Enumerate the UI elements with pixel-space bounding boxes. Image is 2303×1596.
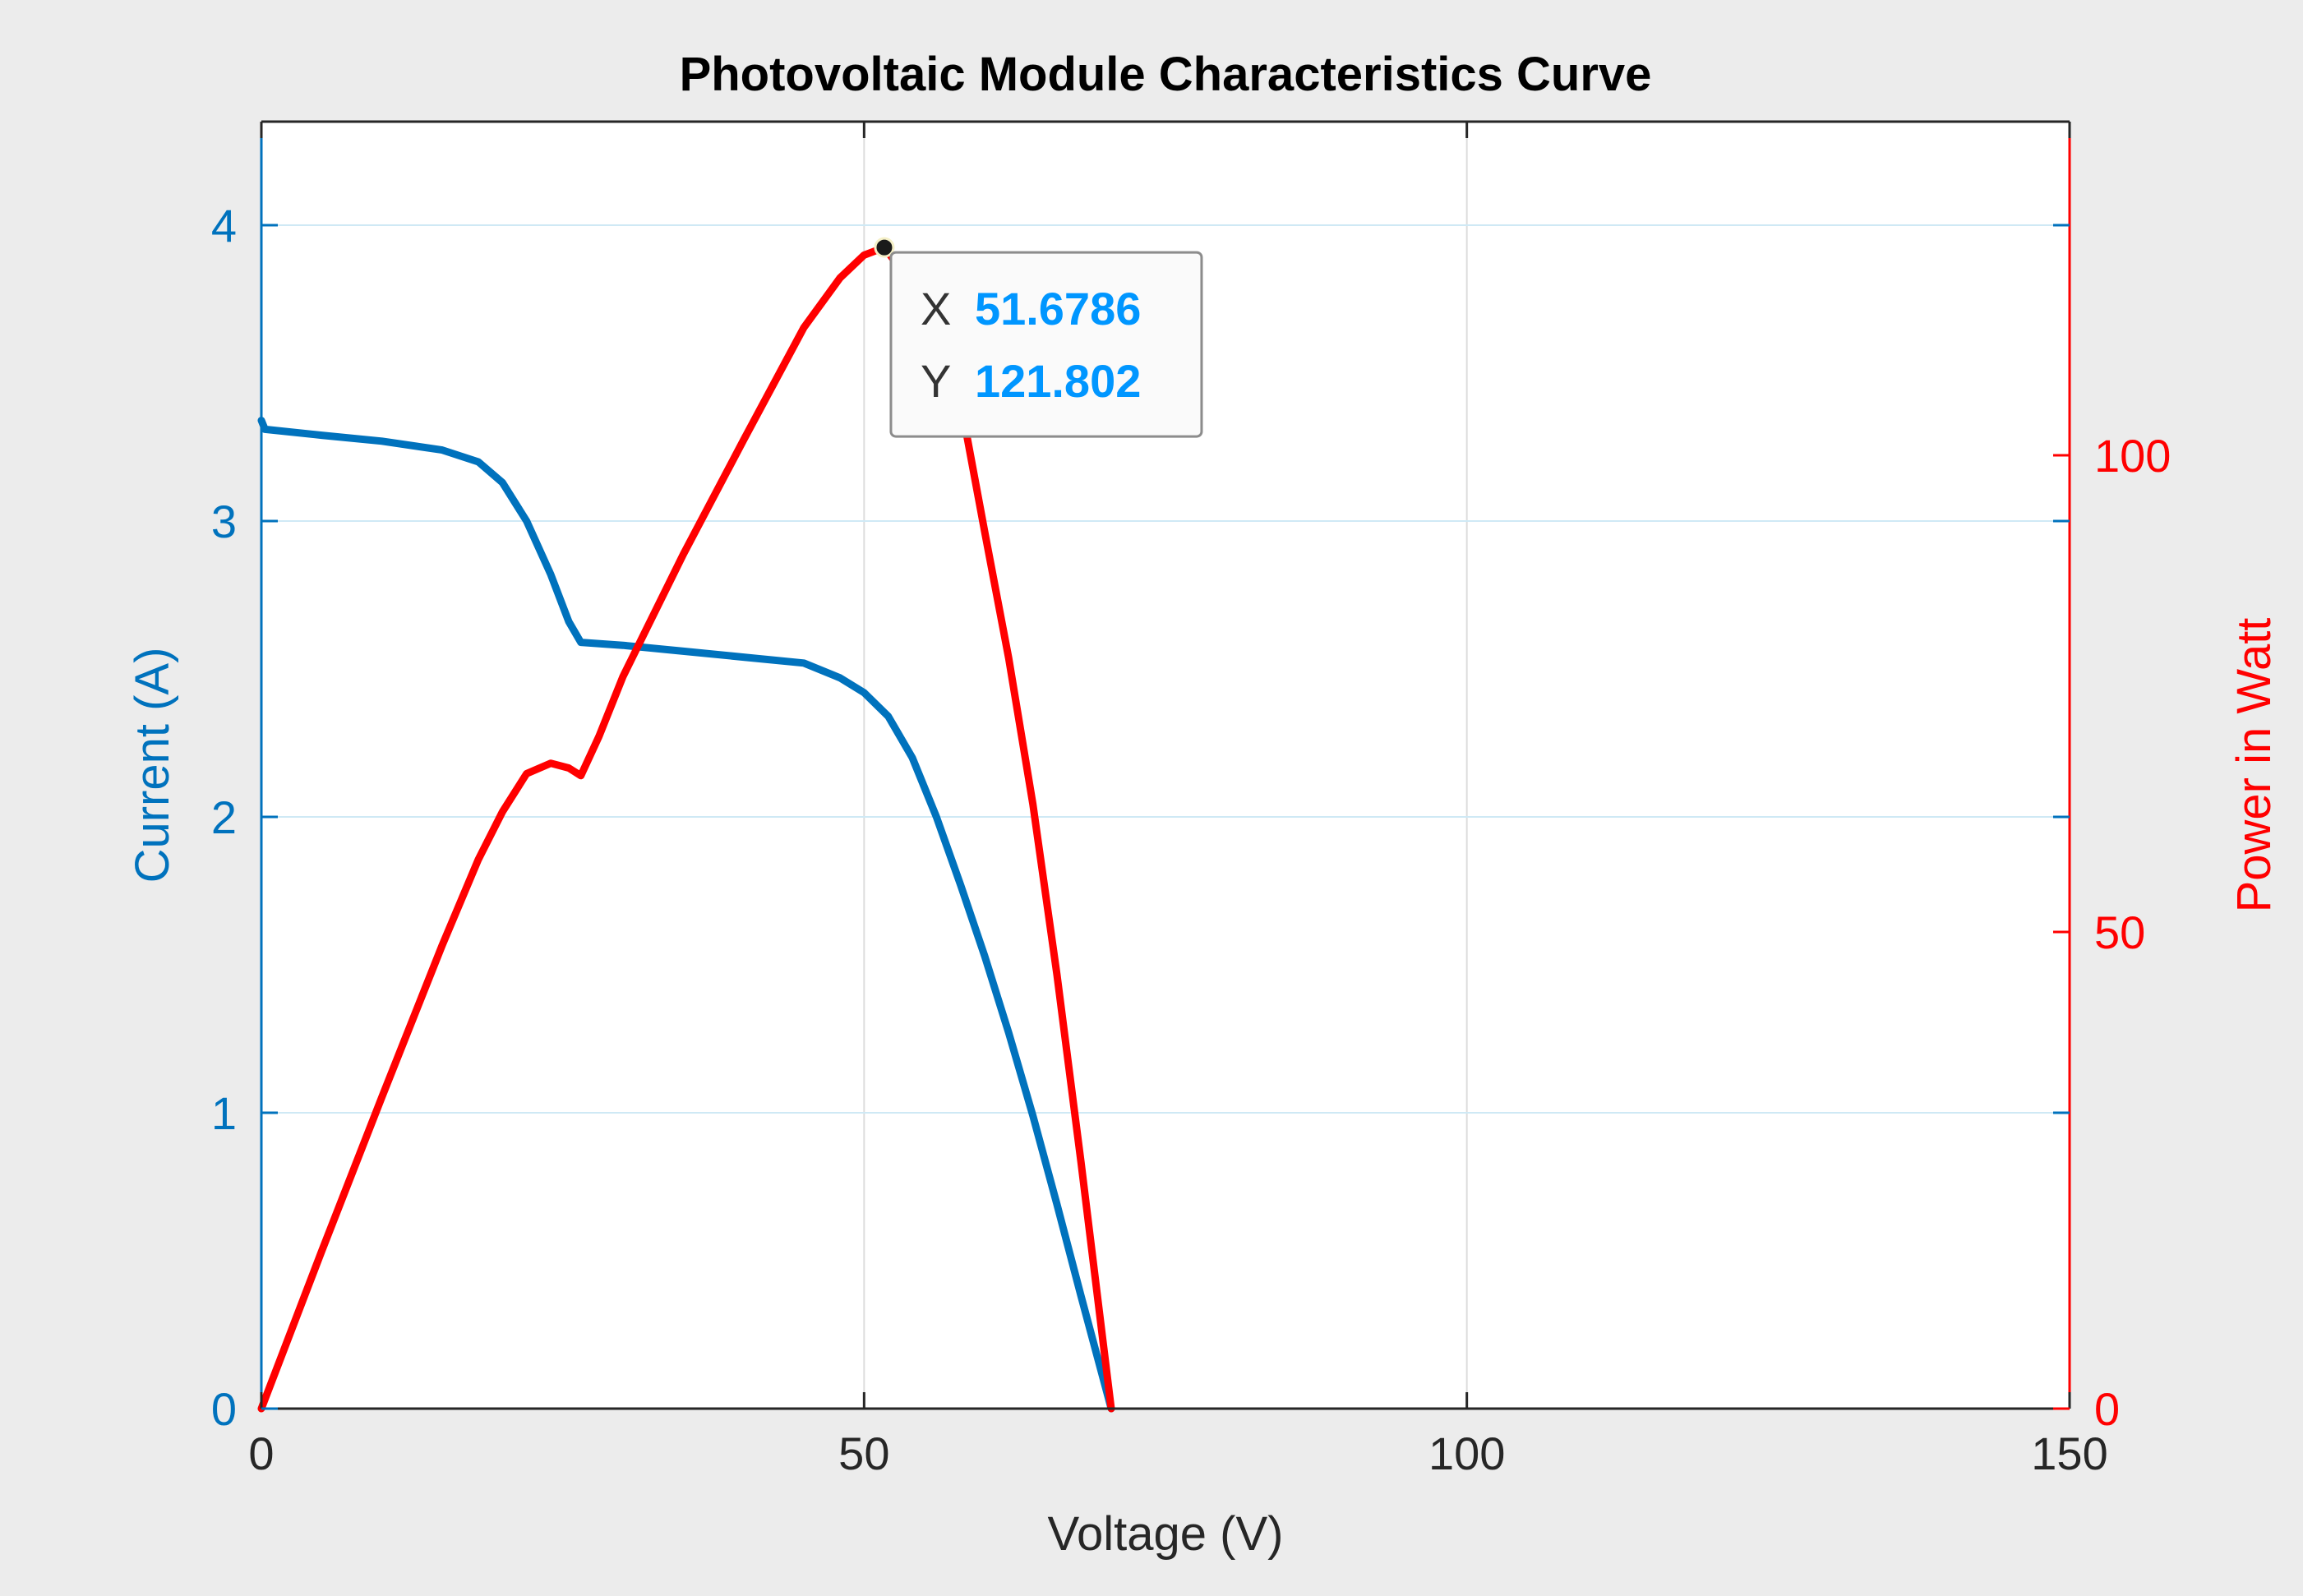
x-tick-label: 0	[248, 1428, 274, 1479]
series-layer	[257, 243, 1115, 1413]
chart-title: Photovoltaic Module Characteristics Curv…	[680, 48, 1652, 101]
left-y-tick-label: 1	[211, 1087, 237, 1139]
datatip-x-value: 51.6786	[975, 283, 1141, 334]
left-y-tick-label: 2	[211, 791, 237, 843]
right-y-axis-label: Power in Watt	[2227, 618, 2281, 913]
left-y-tick-label: 4	[211, 200, 237, 251]
x-tick-label: 100	[1428, 1428, 1505, 1479]
x-axis-label: Voltage (V)	[1048, 1507, 1284, 1561]
datatip-y-value: 121.802	[975, 355, 1141, 407]
left-y-axis-label: Current (A)	[126, 648, 179, 883]
right-y-tick-label: 50	[2094, 906, 2145, 958]
datatip-y-label: Y	[921, 355, 951, 407]
left-y-tick-label: 3	[211, 496, 237, 547]
series-line-current	[257, 417, 1115, 1413]
x-tick-label: 50	[838, 1428, 889, 1479]
right-y-tick-label: 100	[2094, 430, 2171, 482]
left-y-tick-label: 0	[211, 1383, 237, 1435]
grid-lines	[261, 122, 2070, 1409]
right-y-tick-label: 0	[2094, 1383, 2120, 1435]
datatip-marker[interactable]	[874, 237, 895, 258]
datatip-x-label: X	[921, 283, 951, 334]
axes	[260, 120, 2071, 1410]
series-line-power	[257, 243, 1115, 1413]
x-tick-label: 150	[2031, 1428, 2107, 1479]
data-tip[interactable]: X 51.6786 Y 121.802	[874, 237, 1203, 438]
datatip-box[interactable]	[889, 251, 1203, 438]
